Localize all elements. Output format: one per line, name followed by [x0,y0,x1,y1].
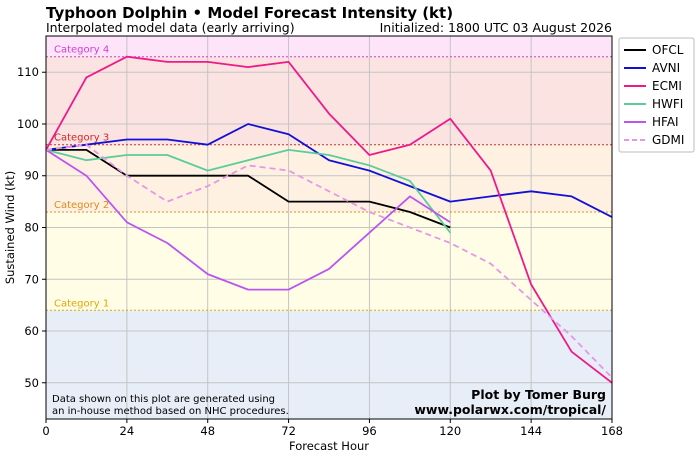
chart-subtitle: Interpolated model data (early arriving) [46,20,295,35]
y-tick-label-60: 60 [24,324,39,338]
category-1-label: Category 1 [54,298,109,309]
y-tick-label-50: 50 [24,376,39,390]
x-axis-label: Forecast Hour [289,439,369,453]
category-3-label: Category 3 [54,133,109,144]
band-category-3 [46,56,612,145]
x-tick-label-24: 24 [120,424,135,438]
credit-url: www.polarwx.com/tropical/ [414,402,606,417]
x-tick-label-144: 144 [520,424,542,438]
y-tick-label-70: 70 [24,272,39,286]
credit-author: Plot by Tomer Burg [471,387,606,402]
axis-ticks: 0 24 48 72 96 120 144 168 50 60 70 80 90 100 110 [17,65,623,438]
series-line-avni [45,123,613,218]
legend-label-avni: AVNI [652,61,680,75]
y-tick-label-100: 100 [17,117,39,131]
series-line-gdmi [45,143,613,379]
series-lines [45,55,613,384]
category-bands [46,36,612,419]
x-tick-label-72: 72 [281,424,296,438]
data-note-line-1: Data shown on this plot are generated us… [52,394,275,405]
x-tick-label-96: 96 [362,424,377,438]
series-line-hfai [45,149,451,291]
category-4-label: Category 4 [54,45,109,56]
x-tick-label-0: 0 [42,424,49,438]
legend-label-gdmi: GDMI [652,133,684,147]
y-tick-label-90: 90 [24,169,39,183]
legend: OFCL AVNI ECMI HWFI HFAI GDMI [618,37,695,153]
band-below-category-1 [46,310,612,419]
category-2-label: Category 2 [54,200,109,211]
band-category-4 [46,36,612,57]
chart-title: Typhoon Dolphin • Model Forecast Intensi… [46,4,453,22]
series-line-ecmi [45,55,613,384]
legend-label-hwfi: HWFI [652,97,683,111]
initialized-time: Initialized: 1800 UTC 03 August 2026 [380,20,612,35]
x-tick-label-168: 168 [601,424,623,438]
y-axis-label: Sustained Wind (kt) [3,171,17,284]
category-thresholds: Category 4 Category 3 Category 2 Category 1 [46,45,612,311]
legend-label-ofcl: OFCL [652,43,684,57]
legend-label-ecmi: ECMI [652,79,682,93]
y-tick-label-110: 110 [17,65,39,79]
x-tick-label-48: 48 [200,424,215,438]
legend-label-hfai: HFAI [652,115,679,129]
data-note-line-2: an in-house method based on NHC procedur… [52,406,289,417]
x-tick-label-120: 120 [439,424,461,438]
series-line-hwfi [45,148,452,234]
series-line-ofcl [46,148,451,229]
y-tick-label-80: 80 [24,221,39,235]
legend-box [618,37,695,153]
